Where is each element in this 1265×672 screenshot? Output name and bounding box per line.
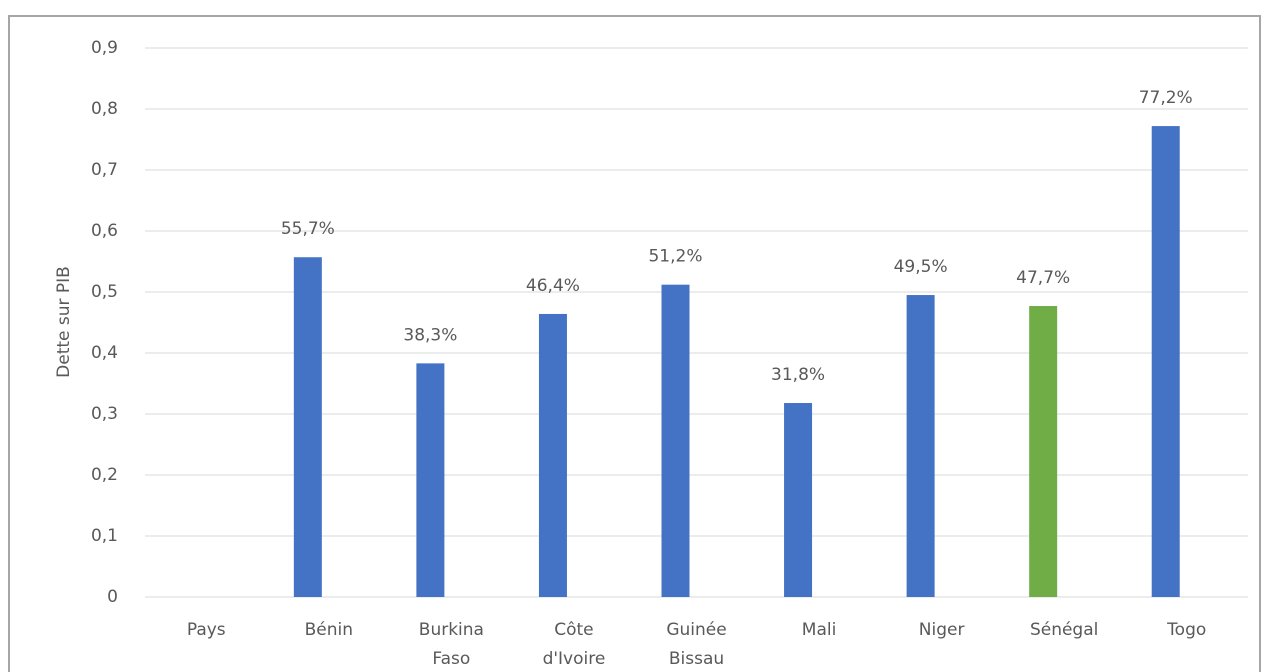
x-tick-label: Bénin [304,620,354,640]
bar [416,363,445,597]
value-label: 47,7% [1016,268,1070,288]
x-tick-label: Niger [918,620,965,640]
y-tick-label: 0,3 [91,404,118,424]
y-axis-title: Dette sur PIB [54,266,74,378]
value-label: 51,2% [648,247,702,267]
bar [906,295,935,597]
y-tick-label: 0,2 [91,465,118,485]
bar [661,284,690,597]
value-label: 46,4% [526,276,580,296]
x-tick-label: Burkina Faso [418,620,484,669]
y-tick-label: 0,1 [91,526,118,546]
value-label: 49,5% [894,257,948,277]
value-label: 55,7% [281,219,335,239]
bar [784,403,813,597]
value-label: 77,2% [1139,88,1193,108]
y-tick-label: 0,9 [91,38,118,58]
x-tick-label: Guinée Bissau [666,620,727,669]
value-label: 31,8% [771,365,825,385]
x-tick-label: Côte d'Ivoire [542,620,606,669]
bar [538,313,567,597]
x-tick-label: Sénégal [1029,620,1099,640]
bar [1029,306,1058,597]
value-label: 38,3% [403,325,457,345]
bar [1151,126,1180,597]
y-tick-label: 0,7 [91,160,118,180]
y-tick-label: 0,5 [91,282,118,302]
bar [293,257,322,597]
chart-frame [8,15,1261,672]
x-tick-label: Mali [801,620,837,640]
y-tick-label: 0,8 [91,99,118,119]
x-tick-label: Pays [186,620,226,640]
y-tick-label: 0 [107,587,118,607]
y-tick-label: 0,6 [91,221,118,241]
y-tick-label: 0,4 [91,343,118,363]
x-tick-label: Togo [1167,620,1207,640]
